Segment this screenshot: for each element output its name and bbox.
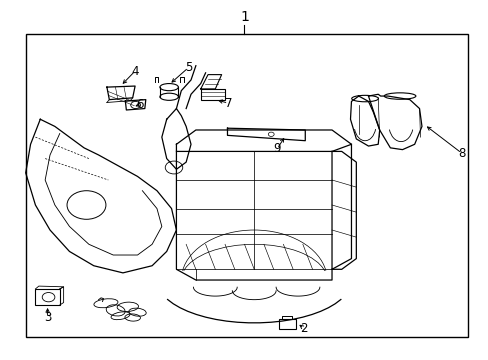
- Text: 3: 3: [44, 311, 51, 324]
- Bar: [278, 319, 295, 329]
- Text: 7: 7: [224, 97, 232, 110]
- Bar: [35, 289, 60, 305]
- Text: 6: 6: [136, 98, 143, 111]
- Text: 2: 2: [300, 322, 307, 335]
- Text: 4: 4: [131, 64, 139, 77]
- Bar: [26, 33, 467, 337]
- Bar: [201, 89, 224, 100]
- Text: 9: 9: [273, 143, 280, 156]
- Text: 1: 1: [240, 10, 248, 24]
- Text: 8: 8: [457, 147, 465, 160]
- Text: 5: 5: [184, 61, 192, 74]
